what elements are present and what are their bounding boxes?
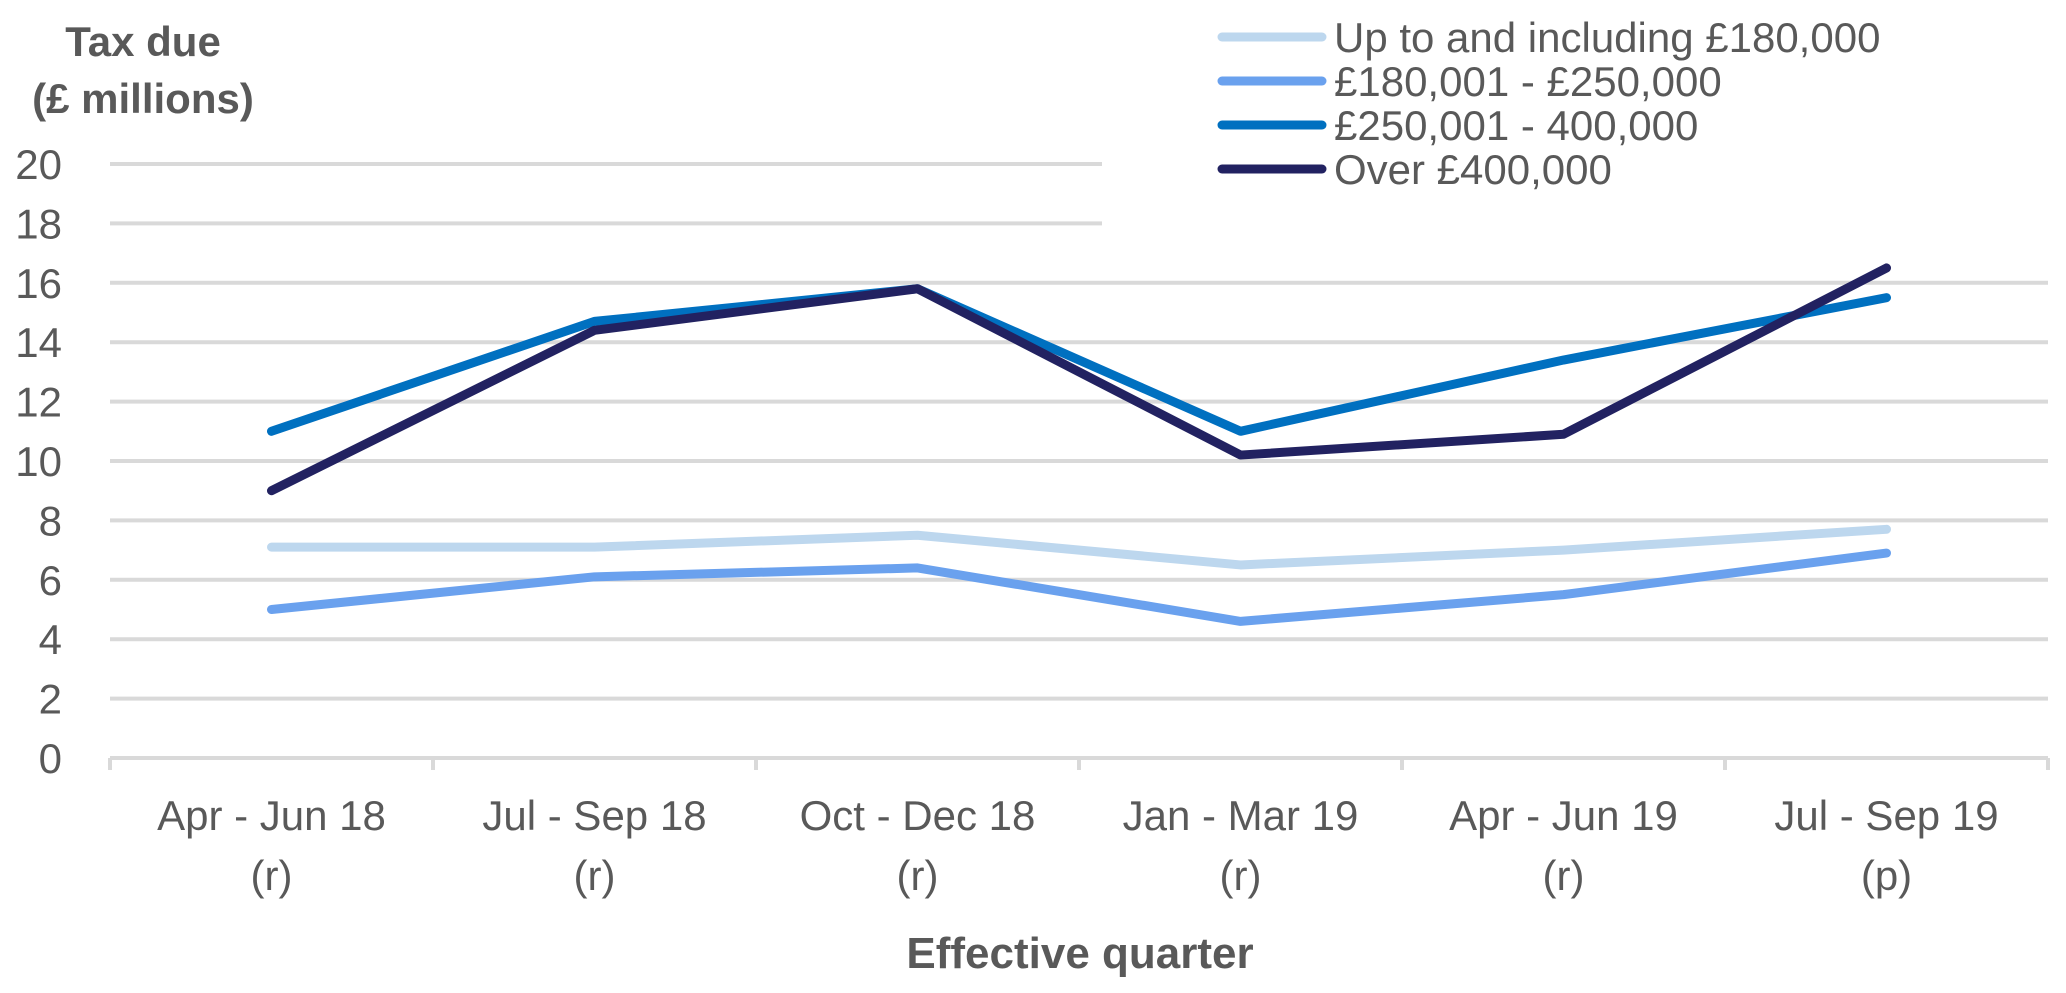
x-axis bbox=[108, 756, 2050, 770]
y-tick-label: 2 bbox=[39, 676, 62, 723]
y-tick-label: 18 bbox=[15, 200, 62, 247]
x-tick-label-status: (r) bbox=[897, 852, 939, 899]
series-line-4 bbox=[267, 263, 1891, 496]
x-tick-label: Apr - Jun 19 bbox=[1449, 792, 1678, 839]
y-tick-label: 12 bbox=[15, 379, 62, 426]
y-tick-label: 6 bbox=[39, 557, 62, 604]
y-axis-title-line2: (£ millions) bbox=[32, 75, 254, 122]
series-line-2 bbox=[267, 548, 1891, 626]
legend-label: £250,001 - 400,000 bbox=[1334, 102, 1698, 149]
x-tick-label-status: (r) bbox=[1543, 852, 1585, 899]
x-axis-title: Effective quarter bbox=[906, 929, 1253, 978]
x-tick-label-status: (r) bbox=[574, 852, 616, 899]
y-axis-title-line1: Tax due bbox=[65, 18, 221, 65]
series-lines bbox=[267, 263, 1891, 626]
y-axis-ticks: 0 2 4 6 8 10 12 14 16 18 20 bbox=[15, 141, 62, 782]
x-tick-label-status: (p) bbox=[1861, 852, 1912, 899]
x-tick-label-status: (r) bbox=[251, 852, 293, 899]
legend-label: Up to and including £180,000 bbox=[1334, 14, 1880, 61]
x-axis-ticks: Apr - Jun 18 (r) Jul - Sep 18 (r) Oct - Dec … bbox=[157, 792, 1998, 899]
gridlines bbox=[110, 162, 2048, 701]
x-tick-label: Apr - Jun 18 bbox=[157, 792, 386, 839]
legend: Up to and including £180,000£180,001 - £… bbox=[1217, 14, 1880, 193]
x-tick-label: Jul - Sep 19 bbox=[1774, 792, 1998, 839]
legend-label: Over £400,000 bbox=[1334, 146, 1612, 193]
y-tick-label: 8 bbox=[39, 497, 62, 544]
y-tick-label: 14 bbox=[15, 319, 62, 366]
series-line-3 bbox=[267, 284, 1891, 436]
x-tick-label-status: (r) bbox=[1220, 852, 1262, 899]
x-tick-label: Jul - Sep 18 bbox=[482, 792, 706, 839]
y-tick-label: 16 bbox=[15, 260, 62, 307]
series-line-1 bbox=[267, 524, 1891, 570]
y-tick-label: 0 bbox=[39, 735, 62, 782]
y-tick-label: 4 bbox=[39, 616, 62, 663]
x-tick-label: Oct - Dec 18 bbox=[800, 792, 1036, 839]
y-tick-label: 10 bbox=[15, 438, 62, 485]
x-tick-label: Jan - Mar 19 bbox=[1123, 792, 1359, 839]
y-tick-label: 20 bbox=[15, 141, 62, 188]
legend-label: £180,001 - £250,000 bbox=[1334, 58, 1722, 105]
